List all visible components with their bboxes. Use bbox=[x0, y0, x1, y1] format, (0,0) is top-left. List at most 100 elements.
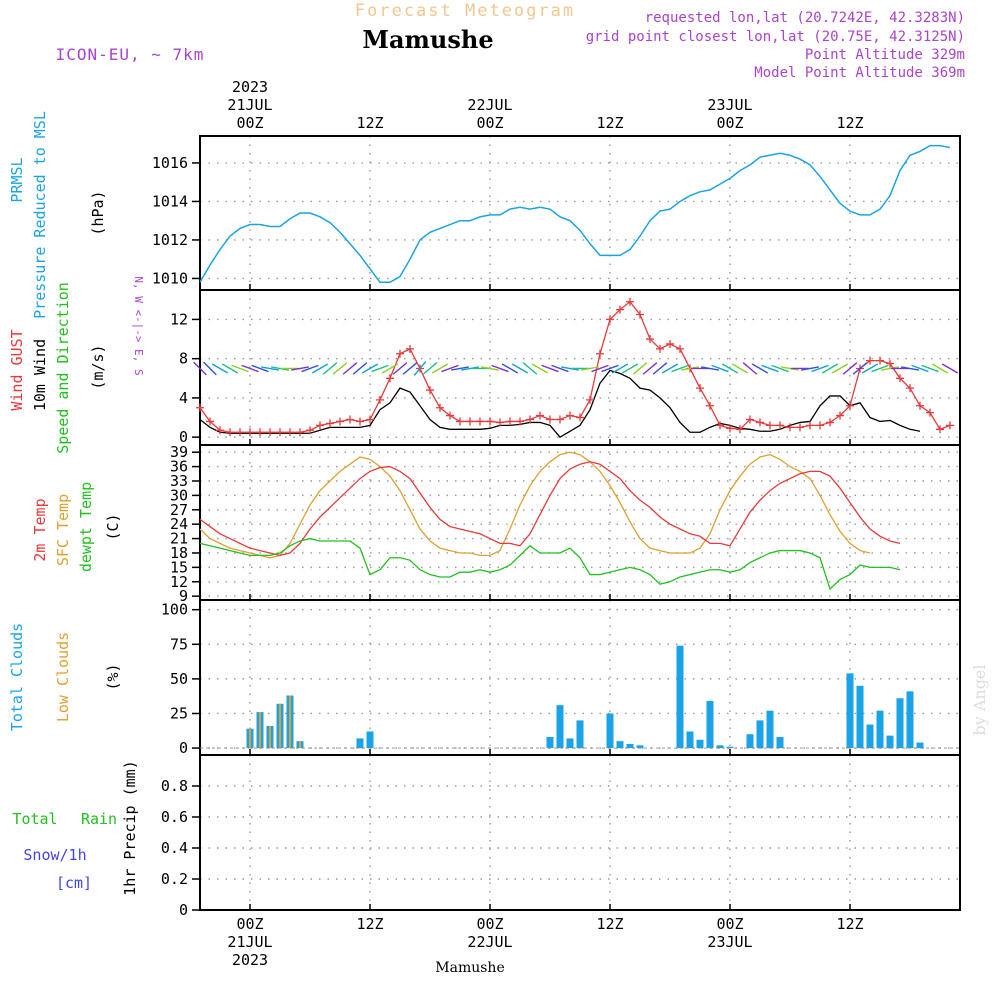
wind-direction-arrow bbox=[271, 366, 289, 371]
wind-label-speed-dir: Speed and Direction bbox=[54, 282, 72, 454]
gust-marker bbox=[946, 421, 954, 430]
wind-direction-arrow bbox=[821, 363, 839, 374]
wind-direction-arrow bbox=[831, 363, 849, 374]
wind-direction-arrow bbox=[203, 361, 217, 376]
wind-label-10m: 10m Wind bbox=[31, 339, 49, 411]
top-time-label-0: 21JUL bbox=[227, 96, 272, 114]
top-time-label-0: 2023 bbox=[232, 78, 268, 96]
wind-direction-arrow bbox=[901, 366, 919, 371]
gust-marker bbox=[286, 428, 294, 437]
gust-marker bbox=[446, 411, 454, 420]
gust-marker bbox=[506, 417, 514, 426]
wind-direction-arrow bbox=[193, 361, 207, 376]
wind-direction-arrow bbox=[721, 363, 739, 374]
wind-direction-arrow bbox=[381, 363, 399, 374]
temp-label-sfc: SFC Temp bbox=[54, 494, 72, 566]
total-cloud-bar bbox=[896, 698, 904, 749]
gust-marker bbox=[386, 374, 394, 383]
gust-marker bbox=[626, 297, 634, 306]
total-cloud-bar bbox=[916, 742, 924, 749]
y-tick-label: 9 bbox=[179, 587, 188, 605]
total-cloud-bar bbox=[606, 713, 614, 749]
dewpt-line bbox=[199, 537, 901, 591]
wind-direction-arrow bbox=[511, 363, 529, 374]
wind-label-gust: Wind GUST bbox=[8, 329, 26, 410]
gust-marker bbox=[706, 401, 714, 410]
wind-compass: N, W <-|-> E, S bbox=[132, 276, 145, 375]
wind-direction-arrow bbox=[392, 362, 408, 375]
top-time-label-4: 00Z bbox=[716, 114, 743, 132]
gust-marker bbox=[736, 425, 744, 434]
gust-marker bbox=[656, 344, 664, 353]
y-tick-label: 1012 bbox=[152, 231, 188, 249]
pressure-line bbox=[199, 144, 951, 284]
bottom-time-label-1: 12Z bbox=[356, 915, 383, 933]
temp-label-2m: 2m Temp bbox=[31, 498, 49, 561]
temp-label-dewpt: dewpt Temp bbox=[77, 482, 95, 572]
gust-marker bbox=[356, 417, 364, 426]
bottom-time-label-4: 23JUL bbox=[707, 933, 752, 951]
wind-direction-arrow bbox=[261, 366, 279, 371]
gust-marker bbox=[936, 425, 944, 434]
wind-direction-arrow bbox=[871, 364, 889, 373]
wind-direction-arrow bbox=[771, 364, 789, 373]
gust-marker bbox=[266, 428, 274, 437]
wind-direction-arrow bbox=[481, 366, 499, 371]
panel-frame bbox=[199, 135, 961, 291]
gust-marker bbox=[616, 305, 624, 314]
y-tick-label: 75 bbox=[170, 635, 188, 653]
gust-marker bbox=[216, 426, 224, 435]
wind-direction-arrow bbox=[211, 363, 229, 374]
wind-direction-arrow bbox=[681, 366, 699, 371]
wind-direction-arrow bbox=[881, 366, 899, 371]
wind-direction-arrow bbox=[441, 364, 459, 373]
gust-marker bbox=[346, 415, 354, 424]
low-cloud-bar bbox=[249, 728, 251, 749]
gust-marker bbox=[836, 411, 844, 420]
y-tick-label: 0 bbox=[179, 901, 188, 919]
gust-marker bbox=[806, 421, 814, 430]
total-cloud-bar bbox=[366, 731, 374, 749]
gust-marker bbox=[716, 421, 724, 430]
gust-marker bbox=[746, 415, 754, 424]
precip-label-cm: [cm] bbox=[56, 874, 92, 892]
y-tick-label: 18 bbox=[170, 544, 188, 562]
requested-coords: requested lon,lat (20.7242E, 42.3283N) bbox=[645, 10, 965, 26]
gust-marker bbox=[556, 415, 564, 424]
wind-direction-arrow bbox=[371, 364, 389, 373]
total-cloud-bar bbox=[856, 685, 864, 749]
gust-marker bbox=[436, 403, 444, 412]
wind-direction-arrow bbox=[461, 366, 479, 371]
low-cloud-bar bbox=[259, 712, 261, 749]
t2m-line bbox=[199, 461, 901, 557]
y-tick-label: 1010 bbox=[152, 269, 188, 287]
gust-marker bbox=[756, 418, 764, 427]
wind-direction-arrow bbox=[422, 362, 438, 375]
gust-marker bbox=[646, 335, 654, 344]
wind-direction-arrow bbox=[451, 366, 469, 371]
y-tick-label: 8 bbox=[179, 350, 188, 368]
gust-marker bbox=[816, 421, 824, 430]
y-tick-label: 33 bbox=[170, 472, 188, 490]
wind-direction-arrow bbox=[731, 363, 749, 374]
wind-direction-arrow bbox=[231, 364, 249, 373]
y-tick-label: 12 bbox=[170, 310, 188, 328]
gust-marker bbox=[476, 417, 484, 426]
wind-direction-arrow bbox=[632, 362, 648, 375]
wind-direction-arrow bbox=[601, 364, 619, 373]
temp-unit: (C) bbox=[104, 513, 122, 540]
total-cloud-bar bbox=[776, 737, 784, 749]
gust-marker bbox=[246, 428, 254, 437]
y-tick-label: 0 bbox=[179, 428, 188, 446]
wind-direction-arrow bbox=[431, 363, 449, 374]
gust-marker bbox=[566, 411, 574, 420]
top-time-label-1: 12Z bbox=[356, 114, 383, 132]
top-time-label-2: 00Z bbox=[476, 114, 503, 132]
y-tick-label: 0 bbox=[179, 739, 188, 757]
gust-marker bbox=[206, 417, 214, 426]
cloud-label-total: Total Clouds bbox=[8, 623, 26, 731]
wind-direction-arrow bbox=[611, 363, 629, 374]
gust-marker bbox=[456, 417, 464, 426]
gust-marker bbox=[226, 428, 234, 437]
gust-marker bbox=[726, 424, 734, 433]
